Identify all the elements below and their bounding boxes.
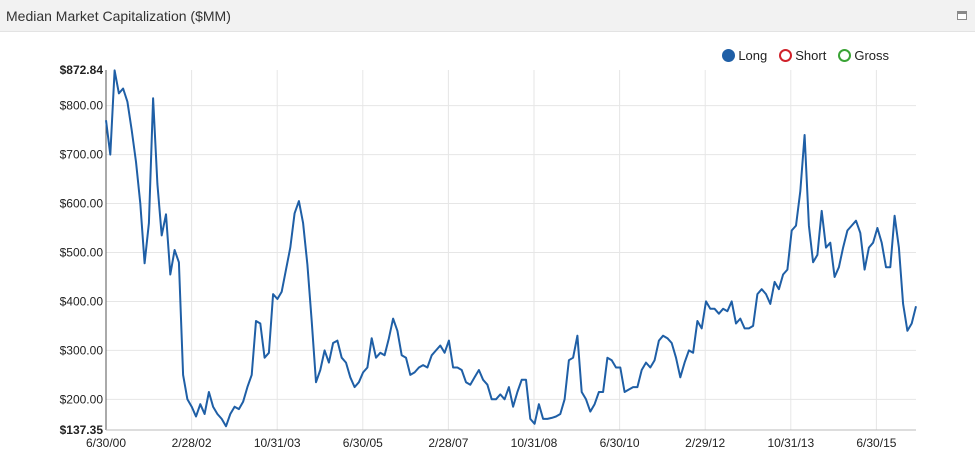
- x-tick-label: 10/31/08: [511, 436, 558, 450]
- x-tick-label: 6/30/05: [343, 436, 383, 450]
- panel-header: Median Market Capitalization ($MM): [0, 0, 975, 32]
- legend-label: Gross: [854, 48, 889, 63]
- panel-title: Median Market Capitalization ($MM): [6, 8, 231, 24]
- y-tick-label: $400.00: [60, 294, 104, 308]
- x-tick-label: 6/30/10: [600, 436, 640, 450]
- x-tick-label: 6/30/00: [86, 436, 126, 450]
- x-tick-label: 10/31/13: [767, 436, 814, 450]
- legend-marker-icon: [722, 49, 736, 62]
- x-tick-label: 10/31/03: [254, 436, 301, 450]
- legend-label: Short: [795, 48, 827, 63]
- chart-axes: $872.84 $800.00 $700.00 $600.00 $500.00 $400.…: [60, 63, 916, 450]
- legend-item-short[interactable]: Short: [779, 48, 826, 63]
- y-tick-label: $137.35: [60, 423, 104, 437]
- legend-marker-icon: [838, 49, 852, 62]
- chart-legend: Long Short Gross: [722, 48, 889, 63]
- legend-item-long[interactable]: Long: [722, 48, 767, 63]
- series-line-long: [105, 69, 917, 428]
- y-tick-label: $300.00: [60, 343, 104, 357]
- x-tick-label: 2/28/07: [428, 436, 468, 450]
- y-tick-label: $600.00: [60, 197, 104, 211]
- x-tick-label: 2/29/12: [685, 436, 725, 450]
- y-tick-label: $872.84: [60, 63, 104, 77]
- y-tick-label: $500.00: [60, 245, 104, 259]
- y-tick-label: $700.00: [60, 148, 104, 162]
- legend-label: Long: [738, 48, 768, 63]
- x-tick-label: 2/28/02: [172, 436, 212, 450]
- legend-marker-icon: [779, 49, 793, 62]
- chart-plot-area: [105, 69, 917, 428]
- y-tick-label: $800.00: [60, 99, 104, 113]
- chart-grid: [106, 70, 916, 430]
- legend-item-gross[interactable]: Gross: [838, 48, 889, 63]
- window-maximize-icon[interactable]: [957, 11, 967, 20]
- y-tick-label: $200.00: [60, 392, 104, 406]
- x-tick-label: 6/30/15: [856, 436, 896, 450]
